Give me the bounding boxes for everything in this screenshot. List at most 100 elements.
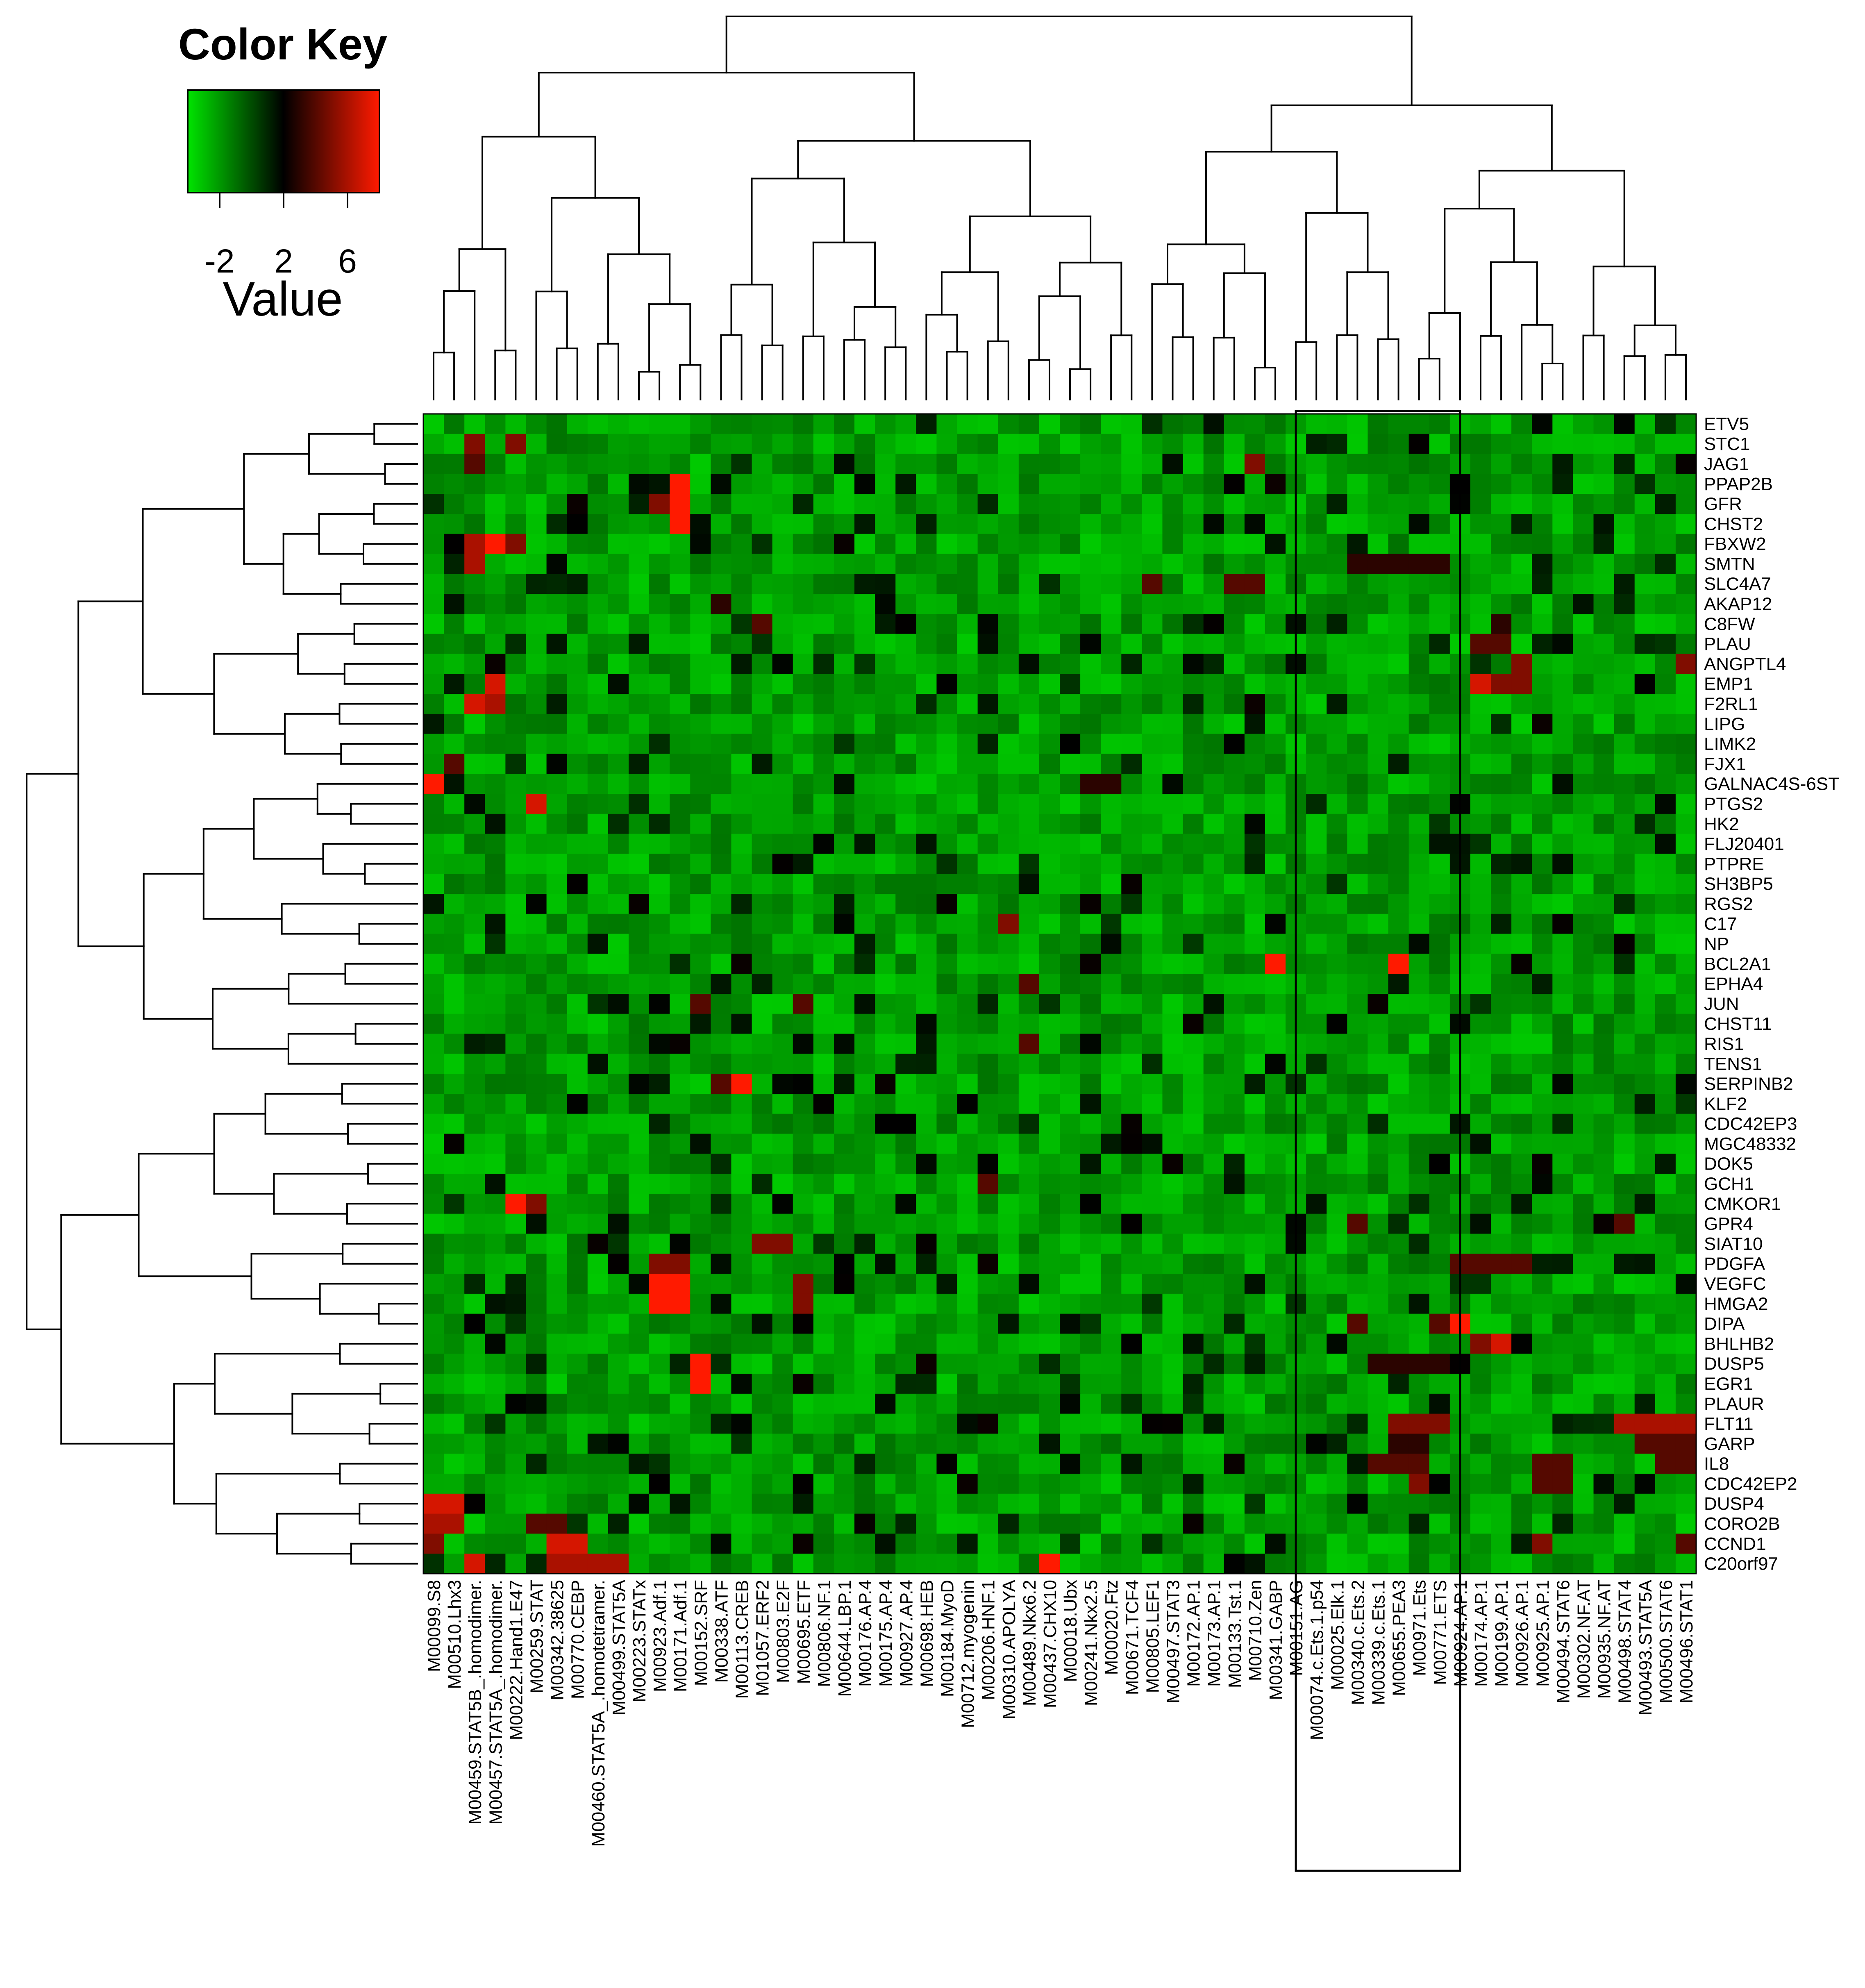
heatmap-cell [1121, 1093, 1142, 1114]
heatmap-cell [916, 674, 937, 694]
heatmap-cell [1060, 574, 1081, 594]
heatmap-cell [1080, 1034, 1101, 1054]
column-label: M00499.STAT5A [609, 1579, 629, 1715]
heatmap-cell [1593, 913, 1615, 934]
heatmap-cell [1408, 1134, 1430, 1154]
heatmap-cell [813, 894, 834, 914]
heatmap-cell [875, 494, 896, 514]
heatmap-cell [1429, 754, 1450, 774]
heatmap-cell [1203, 513, 1224, 534]
heatmap-cell [1244, 1293, 1265, 1314]
heatmap-cell [608, 1354, 629, 1374]
heatmap-cell [731, 1354, 752, 1374]
heatmap-cell [1511, 474, 1532, 494]
heatmap-cell [444, 1213, 465, 1234]
heatmap-cell [1614, 554, 1635, 574]
heatmap-cell [1368, 674, 1389, 694]
heatmap-cell [1408, 794, 1430, 814]
heatmap-cell [464, 994, 485, 1014]
heatmap-cell [1203, 1454, 1224, 1474]
heatmap-cell [1532, 1474, 1553, 1494]
heatmap-cell [1265, 474, 1286, 494]
heatmap-cell [1306, 813, 1327, 834]
heatmap-cell [1224, 654, 1245, 674]
heatmap-cell [1408, 1113, 1430, 1134]
heatmap-cell [772, 613, 793, 634]
heatmap-cell [485, 454, 506, 474]
heatmap-cell [526, 1274, 547, 1294]
heatmap-cell [526, 1434, 547, 1454]
heatmap-cell [1142, 613, 1163, 634]
heatmap-cell [1080, 634, 1101, 654]
heatmap-cell [977, 834, 999, 854]
heatmap-cell [1532, 1393, 1553, 1414]
heatmap-cell [895, 894, 916, 914]
heatmap-cell [1675, 1374, 1697, 1394]
heatmap-cell [1080, 874, 1101, 894]
heatmap-cell [1162, 913, 1184, 934]
heatmap-cell [1265, 1134, 1286, 1154]
heatmap-cell [587, 1154, 609, 1174]
heatmap-cell [1121, 454, 1142, 474]
heatmap-cell [977, 1313, 999, 1334]
heatmap-cell [1101, 734, 1122, 754]
heatmap-cell [1347, 554, 1368, 574]
heatmap-cell [1593, 1254, 1615, 1274]
heatmap-cell [1121, 1234, 1142, 1254]
heatmap-cell [1203, 654, 1224, 674]
heatmap-cell [772, 794, 793, 814]
heatmap-cell [1039, 674, 1060, 694]
heatmap-cell [1593, 774, 1615, 794]
heatmap-cell [1306, 1493, 1327, 1514]
heatmap-cell [895, 813, 916, 834]
heatmap-cell [1224, 694, 1245, 714]
heatmap-cell [1655, 934, 1676, 954]
heatmap-cell [895, 794, 916, 814]
heatmap-cell [1018, 513, 1040, 534]
heatmap-cell [977, 574, 999, 594]
heatmap-cell [1634, 934, 1656, 954]
heatmap-cell [485, 734, 506, 754]
heatmap-cell [813, 454, 834, 474]
heatmap-cell [752, 1174, 773, 1194]
heatmap-cell [1532, 1274, 1553, 1294]
heatmap-cell [1244, 1374, 1265, 1394]
heatmap-cell [485, 894, 506, 914]
heatmap-cell [670, 994, 691, 1014]
column-label: M00184.MyoD [938, 1580, 958, 1697]
heatmap-cell [1244, 754, 1265, 774]
heatmap-cell [1060, 1554, 1081, 1574]
row-label: BCL2A1 [1704, 954, 1771, 974]
heatmap-cell [485, 913, 506, 934]
heatmap-cell [485, 954, 506, 974]
heatmap-cell [526, 1034, 547, 1054]
heatmap-cell [628, 1413, 650, 1434]
heatmap-cell [793, 1534, 814, 1554]
heatmap-cell [1265, 1154, 1286, 1174]
heatmap-cell [485, 1334, 506, 1354]
heatmap-cell [1224, 1093, 1245, 1114]
heatmap-cell [1162, 1293, 1184, 1314]
heatmap-cell [1224, 1454, 1245, 1474]
heatmap-cell [1634, 674, 1656, 694]
heatmap-cell [628, 1474, 650, 1494]
heatmap-cell [813, 1274, 834, 1294]
heatmap-cell [998, 1493, 1019, 1514]
heatmap-cell [505, 1513, 527, 1534]
heatmap-cell [567, 834, 588, 854]
heatmap-cell [1368, 813, 1389, 834]
heatmap-cell [1347, 1534, 1368, 1554]
heatmap-cell [1142, 754, 1163, 774]
heatmap-cell [1408, 1054, 1430, 1074]
heatmap-cell [998, 874, 1019, 894]
heatmap-cell [936, 1434, 958, 1454]
heatmap-cell [936, 1513, 958, 1534]
heatmap-cell [628, 613, 650, 634]
heatmap-cell [628, 634, 650, 654]
heatmap-cell [1429, 734, 1450, 754]
heatmap-cell [813, 1234, 834, 1254]
heatmap-cell [587, 494, 609, 514]
heatmap-cell [1634, 1054, 1656, 1074]
heatmap-cell [1162, 1413, 1184, 1434]
heatmap-cell [1327, 434, 1347, 454]
